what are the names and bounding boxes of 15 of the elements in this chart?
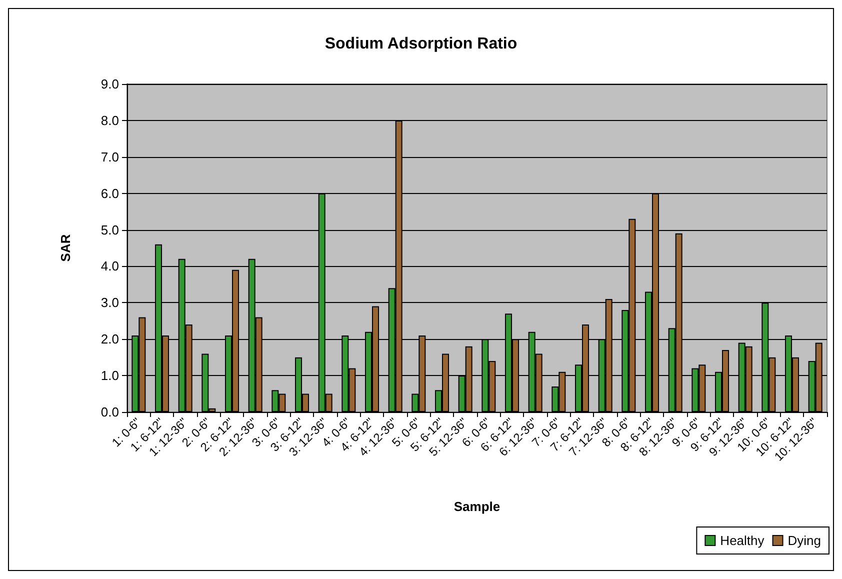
x-axis-title: Sample	[454, 499, 500, 514]
y-tick-label: 6.0	[100, 186, 119, 201]
y-tick-label: 7.0	[100, 149, 119, 164]
y-tick-label: 2.0	[100, 332, 119, 347]
y-tick-label: 3.0	[100, 295, 119, 310]
legend-label: Healthy	[720, 533, 765, 548]
y-tick-label: 5.0	[100, 222, 119, 238]
y-tick-label: 9.0	[100, 76, 119, 92]
y-tick-label: 8.0	[100, 112, 119, 128]
chart-title: Sodium Adsorption Ratio	[324, 36, 518, 52]
y-tick-label: 0.0	[100, 404, 119, 420]
y-tick-label: 1.0	[100, 368, 119, 384]
legend-label: Dying	[788, 533, 822, 548]
y-tick-label: 4.0	[100, 258, 119, 274]
y-axis-title: SAR	[58, 234, 73, 262]
